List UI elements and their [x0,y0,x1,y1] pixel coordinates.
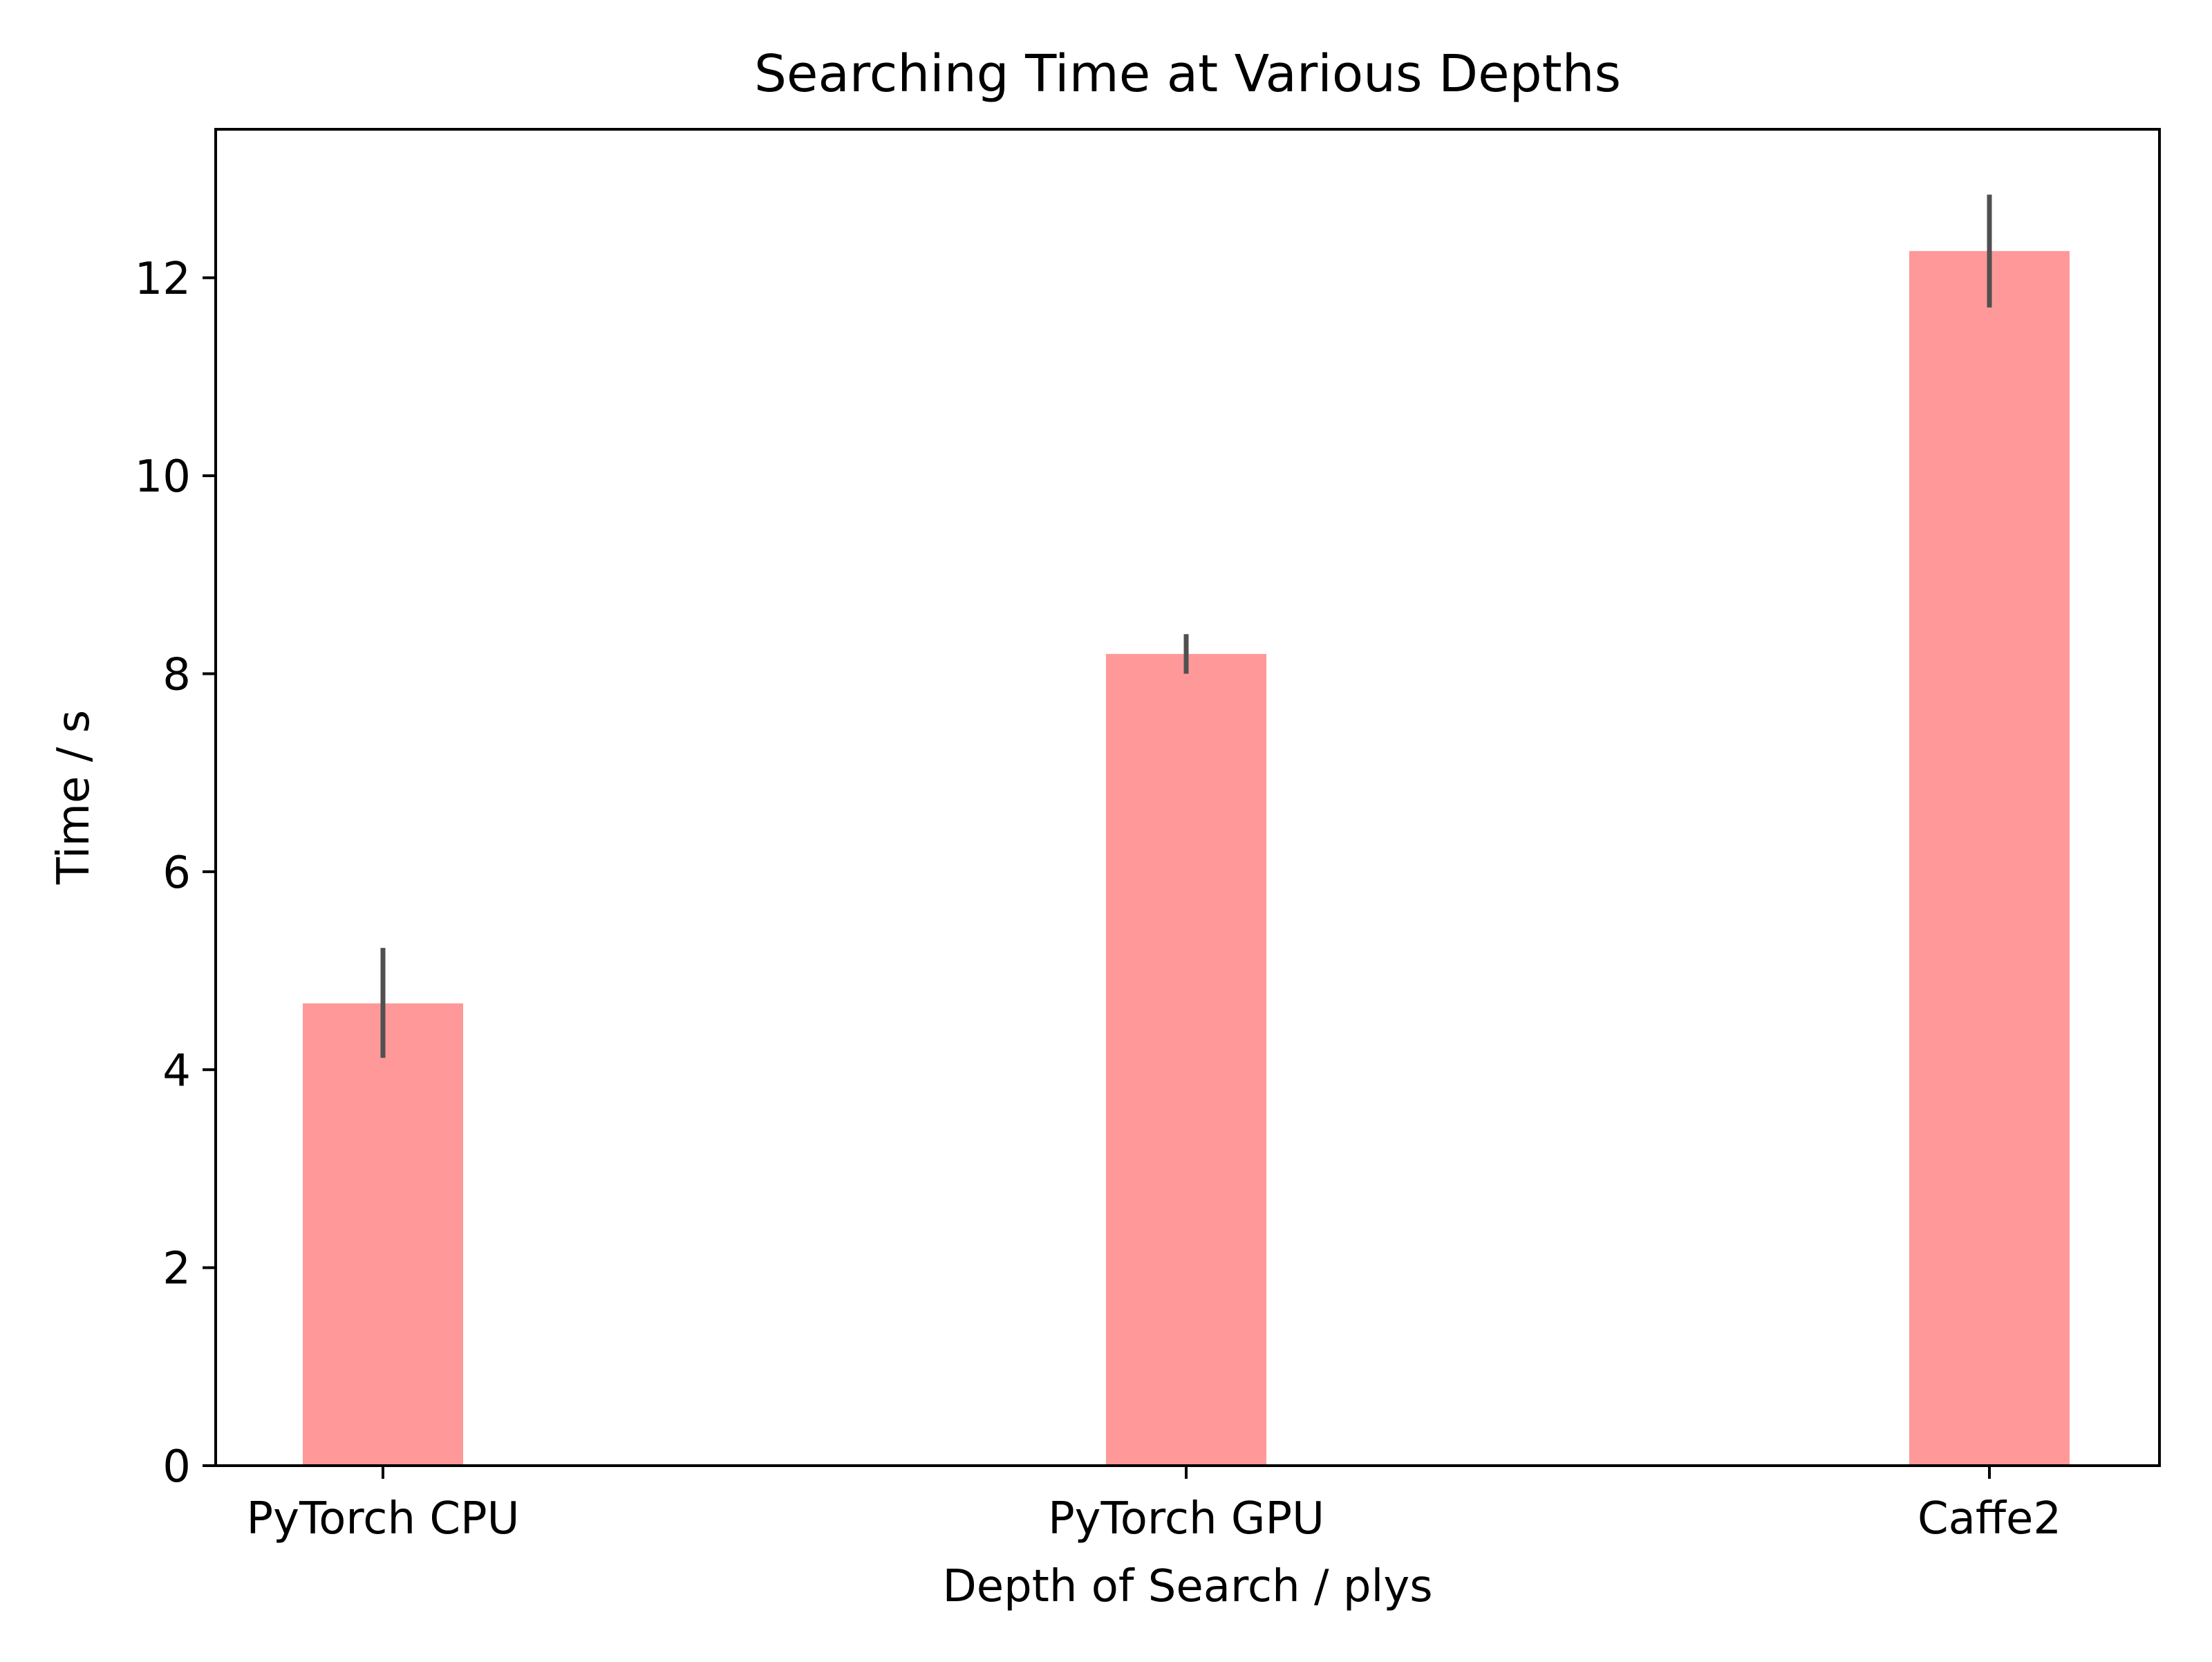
y-axis-ticks: 0 2 4 6 8 10 12 [135,254,216,1493]
bar-pytorch-gpu [1106,653,1266,1466]
x-tick-label: Caffe2 [1918,1493,2061,1544]
chart-title: Searching Time at Various Depths [754,44,1621,104]
plot-frame [214,128,2161,1467]
x-tick-label: PyTorch CPU [247,1493,520,1544]
y-tick-label: 6 [162,848,191,899]
bar-caffe2 [1909,251,2070,1466]
y-tick-label: 4 [162,1045,191,1096]
y-tick-label: 12 [135,254,191,305]
y-tick-label: 2 [162,1244,191,1295]
x-tick-label: PyTorch GPU [1048,1493,1324,1544]
bars-layer [303,251,2070,1466]
y-tick-label: 10 [135,451,191,503]
y-tick-label: 8 [162,650,191,701]
bar-pytorch-cpu [303,1003,463,1466]
error-bars-layer [380,194,1992,1058]
x-axis-ticks: PyTorch CPU PyTorch GPU Caffe2 [247,1466,2061,1544]
y-axis-label: Time / s [48,710,100,885]
x-axis-label: Depth of Search / plys [942,1561,1432,1612]
y-tick-label: 0 [162,1441,191,1493]
